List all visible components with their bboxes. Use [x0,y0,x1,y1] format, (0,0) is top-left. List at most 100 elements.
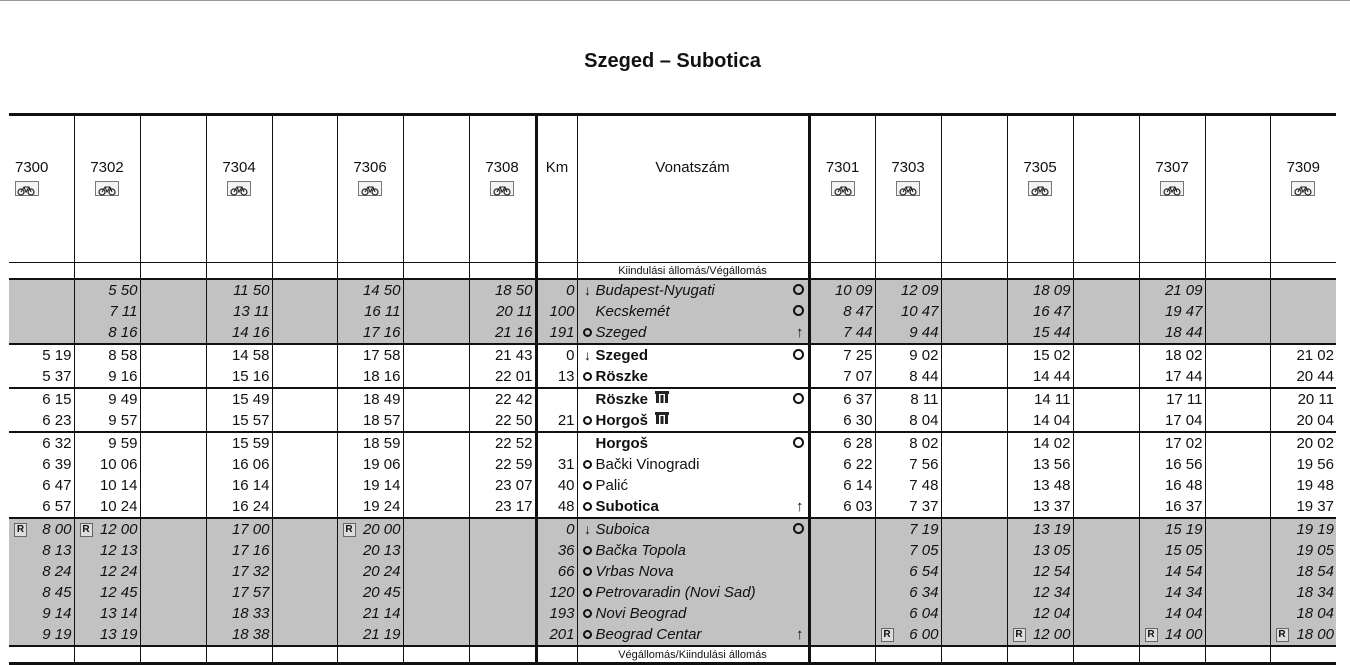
time-cell: 7 11 [73,301,140,322]
time-cell [1204,387,1270,410]
time-cell: 18 54 [1269,561,1336,582]
time-cell: 6 34 [874,582,941,603]
timetable-row: 6 47 10 14 16 14 19 14 23 07 40 Palić 6 14 7 48 1… [9,475,1336,496]
timetable-row: 8 45 12 45 17 57 20 45 120 Petrovaradin (Novi… [9,582,1336,603]
time-cell: 19 19 [1269,517,1336,540]
bicycle-icon [358,180,382,196]
time-cell: 9 59 [73,431,140,454]
time: 16 06 [231,456,270,473]
time-cell [139,517,206,540]
time-cell: 7 44 [807,322,875,344]
km-cell: 66 [534,561,577,582]
time: 19 05 [1296,542,1334,559]
empty-cell [205,645,272,664]
time: 21 16 [494,324,533,341]
time: 14 04 [1032,412,1071,429]
station-name: Horgoš [595,435,649,452]
time-cell [139,582,206,603]
time: 14 34 [1164,584,1203,601]
time-cell: 17 02 [1138,431,1205,454]
time-cell: 17 16 [205,540,272,561]
time-cell [940,496,1007,518]
time: 10 47 [900,303,939,320]
time: 9 44 [909,324,939,341]
time: 14 04 [1164,605,1203,622]
time-cell [271,301,337,322]
time: 14 16 [231,324,270,341]
time-cell: 17 00 [205,517,272,540]
empty-cell [874,645,941,664]
station-name: Vrbas Nova [595,563,674,580]
reservation-icon: R [14,523,27,537]
time-cell [139,301,206,322]
empty-cell [271,262,337,280]
time-cell: 7 48 [874,475,941,496]
time-cell: 8 58 [73,343,140,366]
train-header-left-0: 7300 [9,114,74,263]
empty-cell [402,262,469,280]
time-cell: 9 19 [9,624,74,646]
time-cell: 14 44 [1006,366,1073,388]
empty-cell [1072,645,1139,664]
station-name: Suboica [595,521,650,538]
time-cell: 19 37 [1269,496,1336,518]
time-cell: 15 05 [1138,540,1205,561]
time-cell [139,322,206,344]
note-row: Végállomás/Kiindulási állomás [9,645,1336,664]
time-cell [468,582,536,603]
time-cell: 21 09 [1138,278,1205,301]
time-cell: 17 32 [205,561,272,582]
time-cell [402,431,469,454]
time: 17 02 [1164,435,1203,452]
train-number: 7300 [15,159,49,176]
time: 15 19 [1164,521,1203,538]
time-cell [1072,540,1139,561]
time: 18 00 [1296,626,1334,643]
time-cell [940,475,1007,496]
time-cell: 13 14 [73,603,140,624]
station-cell: Vrbas Nova [576,561,809,582]
time-cell: 14 34 [1138,582,1205,603]
train-header-left-7: 7308 [468,114,536,263]
time: 7 07 [843,368,873,385]
empty-cell [73,645,140,664]
time-cell: 10 24 [73,496,140,518]
time-cell: 17 16 [336,322,403,344]
km-cell [534,387,577,410]
empty-cell [1006,645,1073,664]
time-cell [139,278,206,301]
time-cell: 17 44 [1138,366,1205,388]
time: 15 44 [1032,324,1071,341]
time-cell: 18 16 [336,366,403,388]
station-name: Szeged [595,347,649,364]
time: 17 16 [362,324,401,341]
km-cell: 40 [534,475,577,496]
time: 17 00 [231,521,270,538]
reservation-icon: R [342,523,356,537]
empty-cell [940,645,1007,664]
timetable-row: 8 24 12 24 17 32 20 24 66 Vrbas Nova 6 54 12 54… [9,561,1336,582]
time: 10 06 [99,456,138,473]
time: 16 48 [1164,477,1203,494]
time-cell: 19 06 [336,454,403,475]
time-cell [1072,431,1139,454]
station-cell: ↓ Budapest-Nyugati [576,278,809,301]
time: 16 14 [231,477,270,494]
time-cell [139,624,206,646]
time: 13 05 [1032,542,1071,559]
km-cell: 0 [534,343,577,366]
time-cell [139,540,206,561]
stop-circle-icon [792,349,804,360]
empty-cell [1204,262,1270,280]
time-cell [468,540,536,561]
time: 9 02 [909,347,939,364]
note-bottom_note: Végállomás/Kiindulási állomás [576,645,809,664]
time-cell: 13 05 [1006,540,1073,561]
timetable-row: 6 32 9 59 15 59 18 59 22 52 Horgoš 6 28 8 02 14 … [9,431,1336,454]
border-crossing-icon [654,411,670,430]
time-cell [1072,561,1139,582]
timetable-row: 7 11 13 11 16 11 20 11 100 Kecskemét 8 47 10 47… [9,301,1336,322]
time: 6 23 [42,412,72,429]
time-cell: 6 14 [807,475,875,496]
time-cell [940,410,1007,432]
